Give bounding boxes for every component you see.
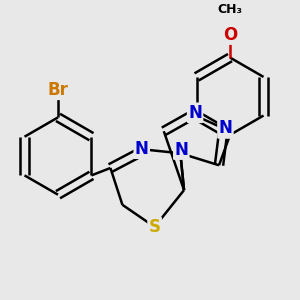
Text: N: N: [174, 141, 188, 159]
Text: O: O: [223, 26, 237, 44]
Text: CH₃: CH₃: [218, 3, 243, 16]
Text: N: N: [218, 119, 233, 137]
Text: Br: Br: [47, 81, 68, 99]
Text: S: S: [148, 218, 160, 236]
Text: N: N: [135, 140, 149, 158]
Text: N: N: [188, 104, 202, 122]
